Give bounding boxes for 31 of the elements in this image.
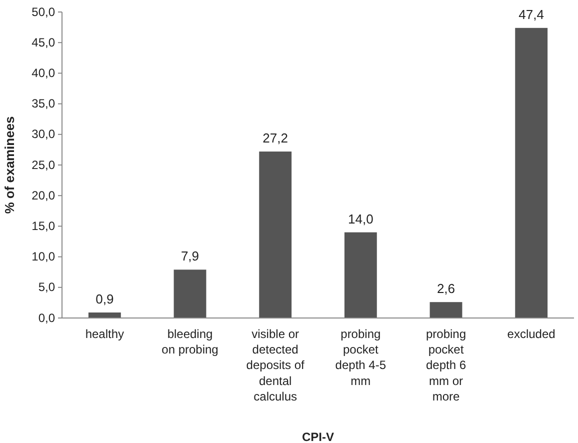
x-axis-title: CPI-V: [302, 430, 334, 443]
y-tick-label: 50,0: [32, 4, 56, 19]
x-tick-label: probing pocket depth 6 mm or more: [426, 327, 466, 404]
bar: [88, 312, 121, 318]
data-label: 47,4: [518, 6, 544, 22]
bar: [344, 232, 377, 318]
x-tick-label: probing pocket depth 4-5 mm: [335, 327, 386, 388]
y-tick-label: 5,0: [38, 280, 56, 294]
bar: [515, 28, 548, 318]
y-tick-label: 25,0: [32, 158, 56, 172]
x-tick-label: excluded: [507, 327, 556, 341]
y-tick-label: 10,0: [32, 250, 56, 264]
data-label: 7,9: [180, 248, 200, 264]
data-label: 14,0: [348, 211, 374, 226]
bar: [259, 152, 292, 318]
y-tick-label: 45,0: [32, 35, 56, 50]
y-tick-label: 20,0: [32, 188, 56, 202]
y-tick-label: 15,0: [32, 219, 56, 234]
data-label: 27,2: [262, 130, 288, 146]
x-tick-label: visible or detected deposits of dental calculus: [246, 327, 306, 404]
y-tick-label: 40,0: [32, 66, 56, 80]
data-label: 0,9: [96, 291, 114, 306]
y-tick-label: 35,0: [32, 96, 56, 111]
bar: [174, 270, 206, 318]
y-tick-label: 0,0: [38, 310, 56, 325]
y-tick-label: 30,0: [32, 127, 56, 142]
bar: [430, 302, 462, 318]
x-tick-label: bleeding on probing: [162, 327, 218, 357]
y-axis-title: % of examinees: [2, 116, 17, 214]
x-tick-label: healthy: [85, 327, 124, 341]
data-label: 2,6: [436, 281, 456, 296]
